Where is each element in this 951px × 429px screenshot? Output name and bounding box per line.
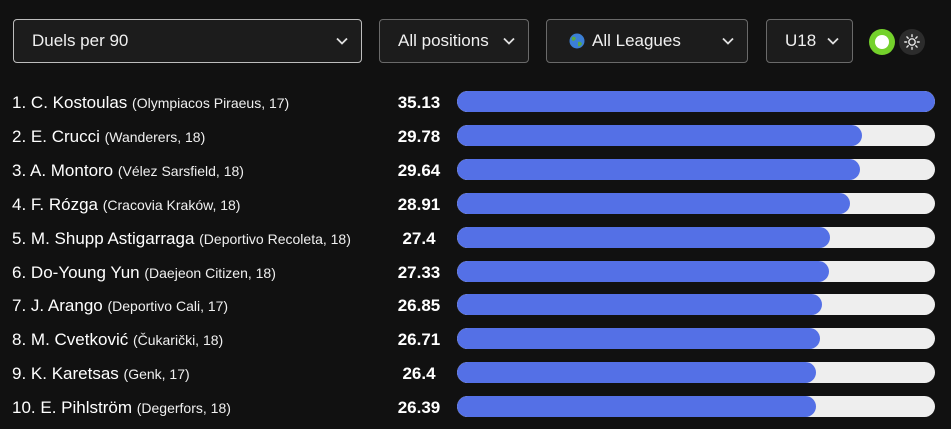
player-value: 35.13 <box>397 93 441 112</box>
value-bar-fill <box>457 192 851 214</box>
player-rank: 3. <box>12 160 27 180</box>
player-value: 27.33 <box>397 262 441 282</box>
player-row[interactable]: 1. C. Kostoulas (Olympiacos Piraeus, 17)… <box>0 86 951 120</box>
value-bar-track <box>457 192 935 214</box>
theme-toggle-dot-icon[interactable] <box>869 29 895 55</box>
player-club: (Degerfors, 18) <box>136 400 231 417</box>
value-bar-track <box>457 294 935 316</box>
player-name-text: J. Arango <box>30 296 103 316</box>
player-name[interactable]: 7. J. Arango (Deportivo Cali, 17) <box>12 289 228 323</box>
value-bar-fill <box>457 260 829 282</box>
player-value: 26.4 <box>402 364 436 384</box>
position-select[interactable]: All positions <box>379 19 529 63</box>
player-rank: 10. <box>12 398 36 418</box>
toggle-knob <box>875 35 889 49</box>
metric-select-value: Duels per 90 <box>32 31 129 50</box>
player-club: (Genk, 17) <box>123 366 190 383</box>
player-name[interactable]: 4. F. Rózga (Cracovia Kraków, 18) <box>12 188 240 222</box>
value-bar-track <box>457 158 935 180</box>
player-rank: 2. <box>12 126 27 146</box>
player-value: 26.71 <box>397 330 441 350</box>
player-row[interactable]: 8. M. Cvetković (Čukarički, 18) 26.71 <box>0 323 951 357</box>
player-rank: 4. <box>12 194 27 214</box>
player-row[interactable]: 3. A. Montoro (Vélez Sarsfield, 18) 29.64 <box>0 154 951 188</box>
player-rank: 5. <box>12 228 27 248</box>
player-club: (Deportivo Cali, 17) <box>107 298 229 315</box>
player-name[interactable]: 1. C. Kostoulas (Olympiacos Piraeus, 17) <box>12 86 289 120</box>
player-name-text: E. Pihlström <box>40 398 133 418</box>
chevron-down-icon <box>502 34 516 48</box>
player-name[interactable]: 2. E. Crucci (Wanderers, 18) <box>12 120 205 154</box>
player-rank: 9. <box>12 364 27 384</box>
league-select[interactable]: All Leagues <box>546 19 748 63</box>
player-value: 26.39 <box>397 398 441 418</box>
player-row[interactable]: 9. K. Karetsas (Genk, 17) 26.4 <box>0 357 951 391</box>
value-bar-track <box>457 91 935 112</box>
player-row[interactable]: 2. E. Crucci (Wanderers, 18) 29.78 <box>0 120 951 154</box>
light-mode-button[interactable] <box>899 29 925 55</box>
player-row[interactable]: 7. J. Arango (Deportivo Cali, 17) 26.85 <box>0 289 951 323</box>
player-club: (Cracovia Kraków, 18) <box>102 196 241 213</box>
value-bar-track <box>457 362 935 384</box>
player-rank: 6. <box>12 262 27 282</box>
player-name-text: K. Karetsas <box>30 364 119 384</box>
value-bar-track <box>457 260 935 282</box>
value-bar-fill <box>457 294 823 316</box>
player-club: (Čukarički, 18) <box>132 332 224 349</box>
value-bar-track <box>457 328 935 350</box>
player-name[interactable]: 9. K. Karetsas (Genk, 17) <box>12 357 190 391</box>
player-rank: 8. <box>12 330 27 350</box>
value-bar-fill <box>457 226 830 248</box>
league-select-value: All Leagues <box>592 31 681 50</box>
value-bar-fill <box>457 124 863 146</box>
value-bar-fill <box>457 396 817 418</box>
player-name-text: M. Cvetković <box>30 330 129 350</box>
player-name[interactable]: 10. E. Pihlström (Degerfors, 18) <box>12 391 231 425</box>
value-bar-track <box>457 124 935 146</box>
player-name[interactable]: 8. M. Cvetković (Čukarički, 18) <box>12 323 223 357</box>
player-name-text: C. Kostoulas <box>30 93 128 112</box>
position-select-value: All positions <box>398 31 489 50</box>
age-select[interactable]: U18 <box>766 19 853 63</box>
player-value: 29.64 <box>397 160 441 180</box>
chevron-down-icon <box>826 34 840 48</box>
player-name-text: A. Montoro <box>29 160 114 180</box>
player-name[interactable]: 6. Do-Young Yun (Daejeon Citizen, 18) <box>12 256 276 290</box>
metric-select[interactable]: Duels per 90 <box>13 19 362 63</box>
globe-icon <box>569 33 585 49</box>
player-club: (Olympiacos Piraeus, 17) <box>132 95 290 111</box>
player-club: (Daejeon Citizen, 18) <box>144 264 276 281</box>
value-bar-fill <box>457 158 861 180</box>
player-value: 29.78 <box>397 126 441 146</box>
player-row[interactable]: 5. M. Shupp Astigarraga (Deportivo Recol… <box>0 222 951 256</box>
player-name[interactable]: 5. M. Shupp Astigarraga (Deportivo Recol… <box>12 222 351 256</box>
player-name-text: M. Shupp Astigarraga <box>30 228 195 248</box>
value-bar-fill <box>457 328 821 350</box>
player-value: 28.91 <box>397 194 441 214</box>
chevron-down-icon <box>335 34 349 48</box>
player-name-text: Do-Young Yun <box>30 262 140 282</box>
sun-icon <box>904 34 920 50</box>
chevron-down-icon <box>721 34 735 48</box>
value-bar-fill <box>457 91 935 112</box>
value-bar-track <box>457 226 935 248</box>
player-rank: 7. <box>12 296 27 316</box>
age-select-value: U18 <box>785 31 817 50</box>
player-rank: 1. <box>12 93 27 112</box>
player-value: 26.85 <box>397 296 441 316</box>
player-club: (Deportivo Recoleta, 18) <box>199 230 351 247</box>
player-name[interactable]: 3. A. Montoro (Vélez Sarsfield, 18) <box>12 154 244 188</box>
player-row[interactable]: 6. Do-Young Yun (Daejeon Citizen, 18) 27.… <box>0 256 951 290</box>
value-bar-fill <box>457 362 817 384</box>
value-bar-track <box>457 396 935 418</box>
player-row[interactable]: 10. E. Pihlström (Degerfors, 18) 26.39 <box>0 391 951 425</box>
player-row[interactable]: 4. F. Rózga (Cracovia Kraków, 18) 28.91 <box>0 188 951 222</box>
player-name-text: E. Crucci <box>30 126 100 146</box>
player-club: (Vélez Sarsfield, 18) <box>117 162 244 179</box>
player-name-text: F. Rózga <box>30 194 99 214</box>
player-value: 27.4 <box>402 228 436 248</box>
player-club: (Wanderers, 18) <box>104 128 206 145</box>
